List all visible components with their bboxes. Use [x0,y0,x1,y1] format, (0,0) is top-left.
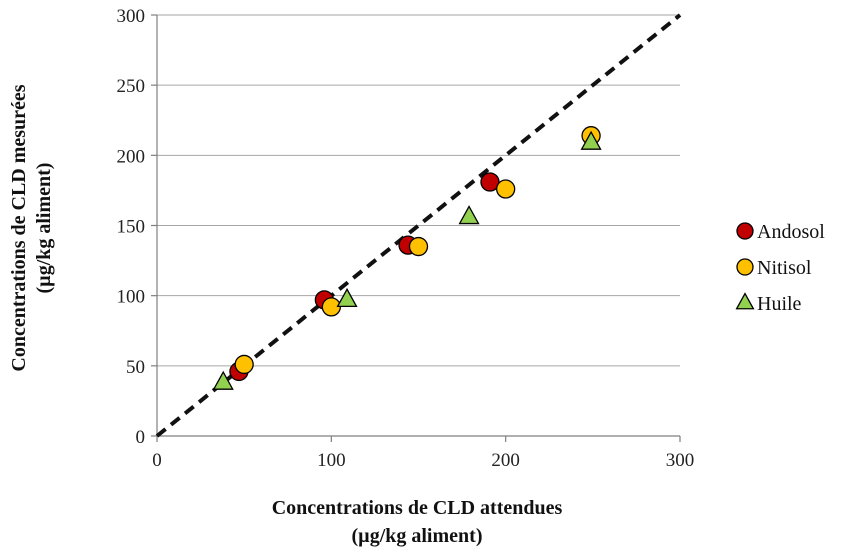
y-tick-label-300: 300 [117,6,146,27]
x-axis-title-line1: Concentrations de CLD attendues [272,497,563,519]
point-huile-3 [580,130,602,150]
legend-marker-huile [735,292,755,310]
y-tick-label-100: 100 [117,287,146,308]
legend-label-huile: Huile [757,293,802,315]
y-tick-label-50: 50 [126,357,145,378]
x-axis-title-line2: (µg/kg aliment) [352,525,483,547]
point-huile-0 [212,370,234,390]
data-points [212,126,602,390]
series-nitisol [234,126,601,375]
y-tick-label-0: 0 [136,427,146,448]
legend-item-huile: Huile [735,292,802,315]
x-tick-label-0: 0 [152,450,162,471]
legend-item-andosol: Andosol [736,221,825,243]
y-tick-label-250: 250 [117,76,146,97]
y-tick-labels: 0 50 100 150 200 250 300 [117,6,146,448]
legend-item-nitisol: Nitisol [736,257,812,279]
point-nitisol-2 [408,236,429,257]
legend-marker-andosol [736,222,754,240]
point-nitisol-0 [234,354,254,375]
legend-label-andosol: Andosol [757,221,825,243]
gridlines [157,14,680,367]
x-tick-label-300: 300 [666,450,695,471]
x-tick-label-200: 200 [491,450,520,471]
series-huile [212,130,602,390]
legend-marker-nitisol [736,258,754,276]
x-tick-label-100: 100 [317,450,346,471]
y-tick-label-150: 150 [117,217,146,238]
x-tick-labels: 0 100 200 300 [152,450,694,471]
point-nitisol-3 [496,179,516,199]
y-axis-title-line2: (µg/kg aliment) [33,163,55,294]
legend: Andosol Nitisol Huile [735,221,825,315]
y-axis-title-line1: Concentrations de CLD mesurées [8,84,30,371]
y-tick-label-200: 200 [117,146,146,167]
point-andosol-3 [480,172,500,192]
point-huile-1 [336,287,358,308]
axes [151,14,681,442]
point-huile-2 [458,205,480,225]
legend-label-nitisol: Nitisol [757,257,812,279]
series-andosol [229,172,500,382]
